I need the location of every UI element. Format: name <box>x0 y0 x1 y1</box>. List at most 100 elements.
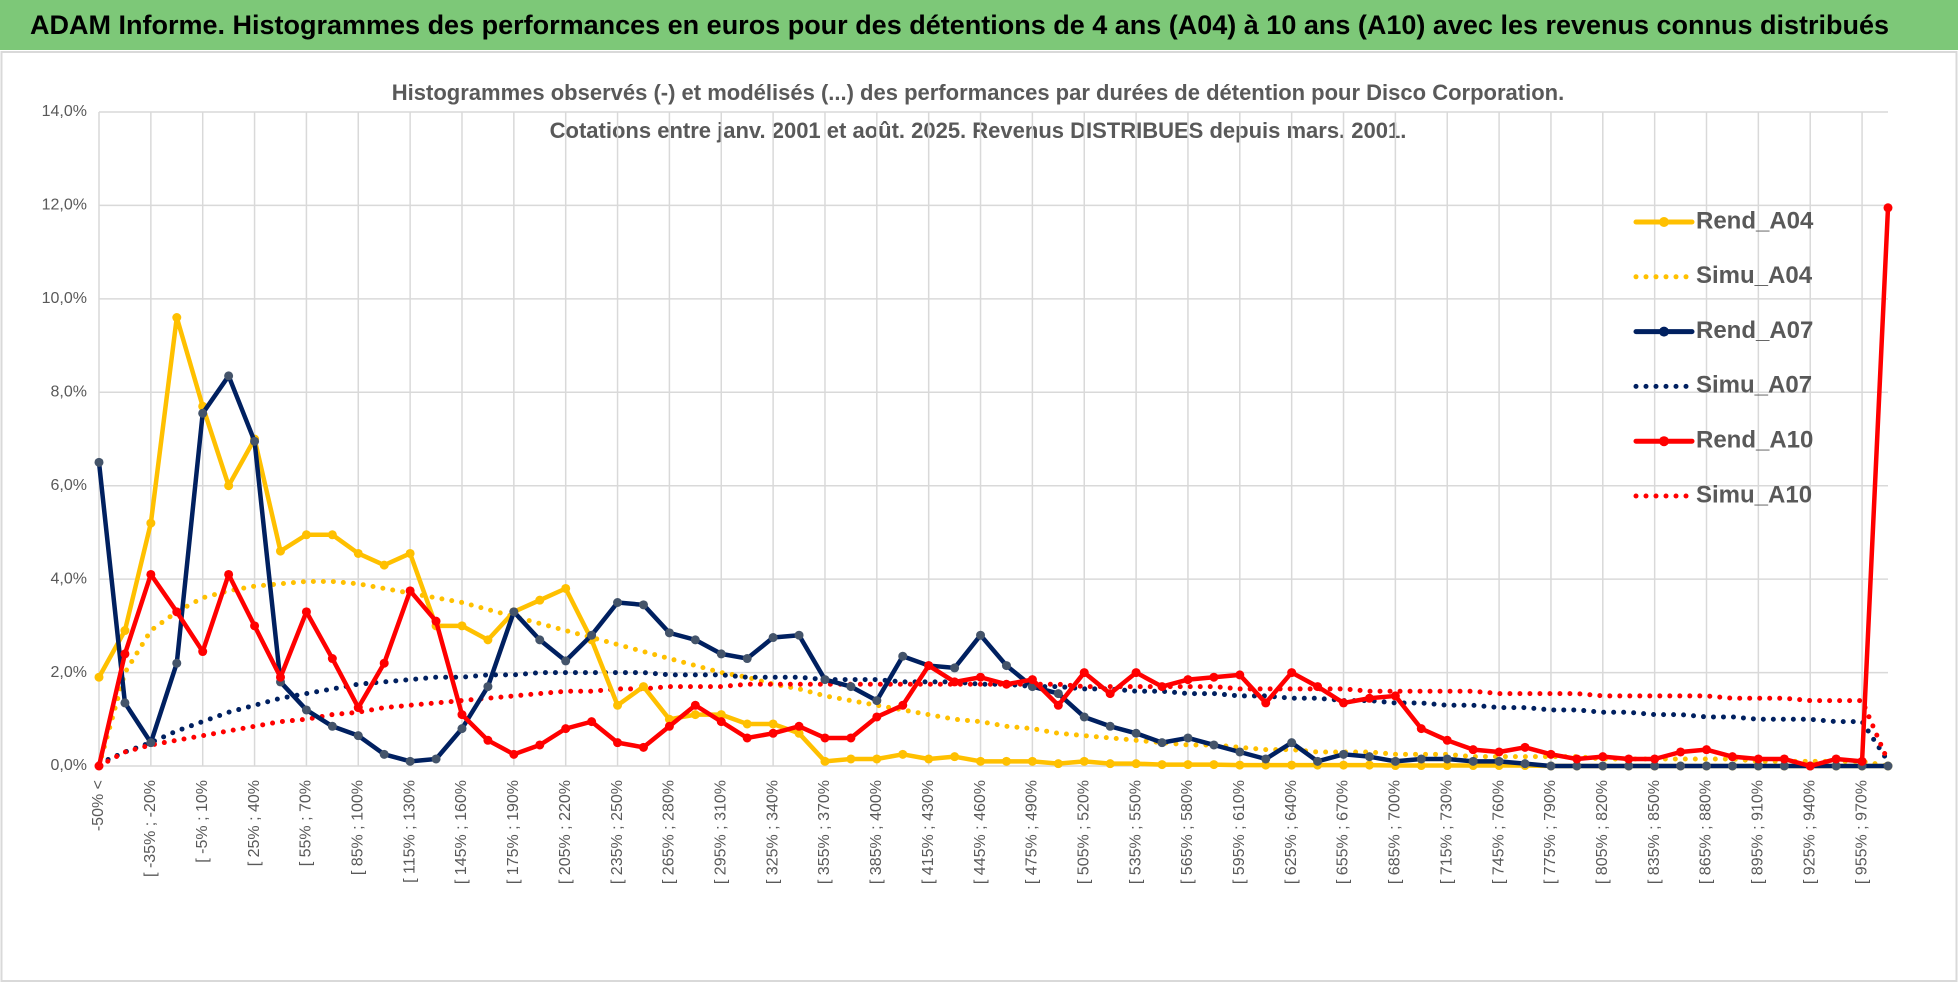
series-marker <box>1779 754 1789 764</box>
series-marker <box>1339 698 1349 708</box>
x-tick-label: [ 55% ; 70% <box>298 780 315 866</box>
series-marker <box>379 749 389 759</box>
series-marker <box>613 738 623 748</box>
x-tick-label: [ 205% ; 220% <box>557 780 574 884</box>
y-tick-label: 12,0% <box>42 197 87 214</box>
series-marker <box>1494 756 1504 766</box>
series-marker <box>198 647 208 657</box>
series-marker <box>120 698 130 708</box>
series-marker <box>1183 733 1193 743</box>
series-marker <box>1753 754 1763 764</box>
legend-label: Rend_A04 <box>1696 207 1814 234</box>
series-marker <box>535 635 545 645</box>
series-marker <box>794 721 804 731</box>
x-tick-label: [ 85% ; 100% <box>349 780 366 875</box>
series-marker <box>1027 675 1037 685</box>
x-tick-label: [ 685% ; 700% <box>1387 780 1404 884</box>
series-marker <box>353 731 363 741</box>
series-marker <box>353 548 363 558</box>
x-tick-label: [ 355% ; 370% <box>816 780 833 884</box>
series-marker <box>561 656 571 666</box>
x-tick-label: [ 505% ; 520% <box>1075 780 1092 884</box>
series-marker <box>301 530 311 540</box>
series-marker <box>898 651 908 661</box>
series-marker <box>1857 756 1867 766</box>
series-marker <box>301 705 311 715</box>
x-tick-label: [ 595% ; 610% <box>1231 780 1248 884</box>
series-marker <box>846 754 856 764</box>
y-tick-label: 6,0% <box>51 477 87 494</box>
series-marker <box>768 728 778 738</box>
series-marker <box>1053 759 1063 769</box>
series-marker <box>327 654 337 664</box>
series-marker <box>509 607 519 617</box>
series-marker <box>1209 760 1219 770</box>
series-marker <box>146 569 156 579</box>
series-marker <box>1001 679 1011 689</box>
series-marker <box>1572 761 1582 771</box>
series-marker <box>327 530 337 540</box>
legend-label: Rend_A10 <box>1696 427 1813 454</box>
series-marker <box>898 700 908 710</box>
header-bar <box>0 0 1958 50</box>
series-marker <box>1650 761 1660 771</box>
series-marker <box>1676 747 1686 757</box>
x-tick-label: [ 145% ; 160% <box>453 780 470 884</box>
series-marker <box>535 740 545 750</box>
series-marker <box>872 754 882 764</box>
series-marker <box>820 756 830 766</box>
series-marker <box>664 628 674 638</box>
series-marker <box>1131 759 1141 769</box>
series-marker <box>613 700 623 710</box>
series-line <box>96 670 1891 767</box>
series-marker <box>1624 754 1634 764</box>
series-marker <box>224 481 234 491</box>
series-marker <box>1313 682 1323 692</box>
x-tick-label: [ 745% ; 760% <box>1490 780 1507 884</box>
series-marker <box>1235 760 1245 770</box>
series-marker <box>1676 761 1686 771</box>
series-marker <box>794 728 804 738</box>
series-marker <box>1416 724 1426 734</box>
series-marker <box>1235 747 1245 757</box>
series-marker <box>1831 761 1841 771</box>
series-marker <box>1364 752 1374 762</box>
series-marker <box>1494 747 1504 757</box>
series-marker <box>457 724 467 734</box>
y-tick-label: 14,0% <box>42 103 87 120</box>
series-marker <box>1079 712 1089 722</box>
series-marker <box>1209 672 1219 682</box>
series-marker <box>483 735 493 745</box>
series-marker <box>250 436 260 446</box>
series-marker <box>1650 754 1660 764</box>
x-tick-label: [ 715% ; 730% <box>1438 780 1455 884</box>
series-marker <box>1546 761 1556 771</box>
series-marker <box>1261 754 1271 764</box>
series-marker <box>198 408 208 418</box>
series-marker <box>1753 761 1763 771</box>
series-marker <box>535 595 545 605</box>
series-marker <box>820 733 830 743</box>
series-marker <box>275 546 285 556</box>
series-marker <box>1468 756 1478 766</box>
series-marker <box>1702 745 1712 755</box>
series-marker <box>120 626 130 636</box>
x-tick-label: [ 625% ; 640% <box>1283 780 1300 884</box>
series-marker <box>146 518 156 528</box>
x-tick-label: [ 415% ; 430% <box>920 780 937 884</box>
series-marker <box>405 586 415 596</box>
series-marker <box>1598 752 1608 762</box>
series-marker <box>638 682 648 692</box>
header-title: ADAM Informe. Histogrammes des performan… <box>30 10 1889 40</box>
series-marker <box>950 752 960 762</box>
series-marker <box>1727 761 1737 771</box>
series-marker <box>768 719 778 729</box>
series-marker <box>1883 203 1893 213</box>
series-marker <box>327 721 337 731</box>
series-marker <box>1831 754 1841 764</box>
series-line <box>96 205 1891 769</box>
series-marker <box>146 738 156 748</box>
series-marker <box>690 700 700 710</box>
legend-label: Simu_A10 <box>1696 481 1812 508</box>
